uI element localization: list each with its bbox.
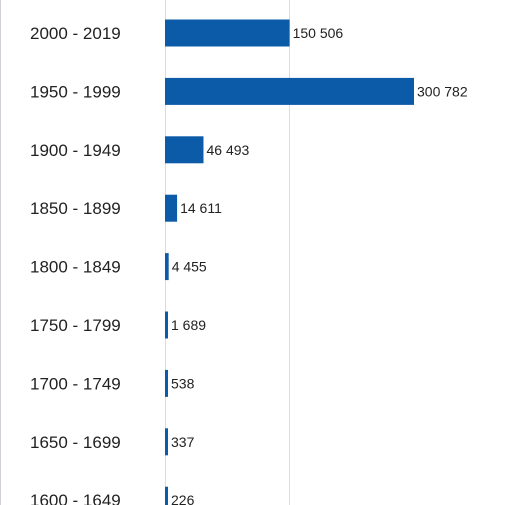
category-label-5: 1750 - 1799 bbox=[30, 316, 121, 335]
bar-7 bbox=[165, 428, 168, 456]
bar-5 bbox=[165, 311, 168, 339]
bar-2 bbox=[165, 136, 204, 164]
category-label-6: 1700 - 1749 bbox=[30, 374, 121, 393]
gridlines bbox=[165, 0, 290, 505]
category-label-1: 1950 - 1999 bbox=[30, 82, 121, 101]
category-label-4: 1800 - 1849 bbox=[30, 258, 121, 277]
category-label-7: 1650 - 1699 bbox=[30, 433, 121, 452]
value-label-6: 538 bbox=[171, 375, 195, 391]
bar-1 bbox=[165, 77, 414, 105]
bar-0 bbox=[165, 19, 290, 47]
bars bbox=[165, 19, 414, 505]
labels: 2000 - 2019 150 506 1950 - 1999 300 782 1900… bbox=[30, 24, 468, 505]
category-label-0: 2000 - 2019 bbox=[30, 24, 121, 43]
bar-8 bbox=[165, 486, 168, 505]
value-label-7: 337 bbox=[171, 434, 195, 450]
value-label-3: 14 611 bbox=[180, 200, 222, 216]
bar-3 bbox=[165, 194, 178, 222]
bar-4 bbox=[165, 253, 169, 281]
value-label-4: 4 455 bbox=[172, 259, 207, 275]
value-label-1: 300 782 bbox=[417, 83, 468, 99]
category-label-3: 1850 - 1899 bbox=[30, 199, 121, 218]
category-label-2: 1900 - 1949 bbox=[30, 141, 121, 160]
value-label-2: 46 493 bbox=[206, 142, 249, 158]
category-label-8: 1600 - 1649 bbox=[30, 491, 121, 505]
value-label-5: 1 689 bbox=[171, 317, 206, 333]
value-label-0: 150 506 bbox=[293, 25, 344, 41]
bar-6 bbox=[165, 369, 168, 397]
value-label-8: 226 bbox=[171, 492, 195, 505]
